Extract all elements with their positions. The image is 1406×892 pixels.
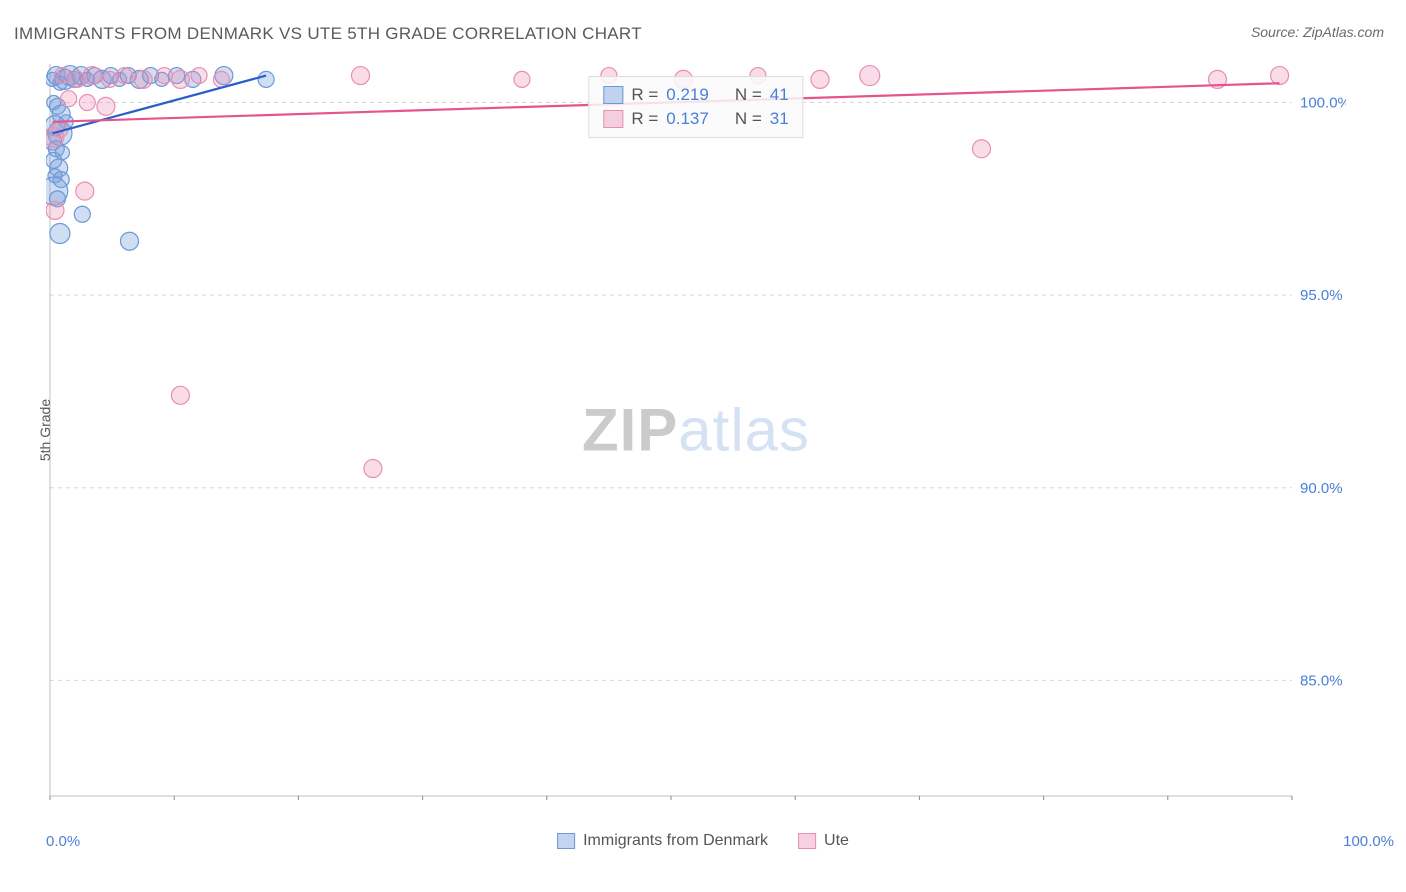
- n-label: N =: [735, 85, 762, 105]
- chart-container: 5th Grade 100.0%95.0%90.0%85.0% ZIPatlas…: [46, 60, 1346, 800]
- r-label: R =: [631, 109, 658, 129]
- n-label: N =: [735, 109, 762, 129]
- svg-text:85.0%: 85.0%: [1300, 672, 1343, 689]
- stats-row: R = 0.137 N = 31: [603, 107, 788, 131]
- source-attribution: Source: ZipAtlas.com: [1251, 24, 1384, 40]
- n-value: 41: [770, 85, 789, 105]
- legend-item: Immigrants from Denmark: [557, 832, 768, 850]
- series-legend: Immigrants from Denmark Ute: [557, 832, 849, 850]
- stats-swatch: [603, 110, 623, 128]
- x-axis-min-label: 0.0%: [46, 833, 80, 850]
- svg-text:90.0%: 90.0%: [1300, 480, 1343, 497]
- scatter-chart: 100.0% 95.0% 90.0% 85.0%: [46, 60, 1346, 800]
- legend-swatch: [798, 833, 816, 849]
- svg-text:100.0%: 100.0%: [1300, 95, 1346, 112]
- correlation-stats-box: R = 0.219 N = 41 R = 0.137 N = 31: [588, 76, 803, 138]
- legend-item: Ute: [798, 832, 849, 850]
- legend-label: Ute: [824, 832, 849, 850]
- x-axis-max-label: 100.0%: [1343, 833, 1394, 850]
- stats-swatch: [603, 86, 623, 104]
- svg-text:95.0%: 95.0%: [1300, 287, 1343, 304]
- y-axis-label: 5th Grade: [37, 399, 53, 461]
- r-value: 0.219: [666, 85, 709, 105]
- chart-title: IMMIGRANTS FROM DENMARK VS UTE 5TH GRADE…: [14, 24, 642, 44]
- r-label: R =: [631, 85, 658, 105]
- legend-label: Immigrants from Denmark: [583, 832, 768, 850]
- r-value: 0.137: [666, 109, 709, 129]
- legend-swatch: [557, 833, 575, 849]
- n-value: 31: [770, 109, 789, 129]
- stats-row: R = 0.219 N = 41: [603, 83, 788, 107]
